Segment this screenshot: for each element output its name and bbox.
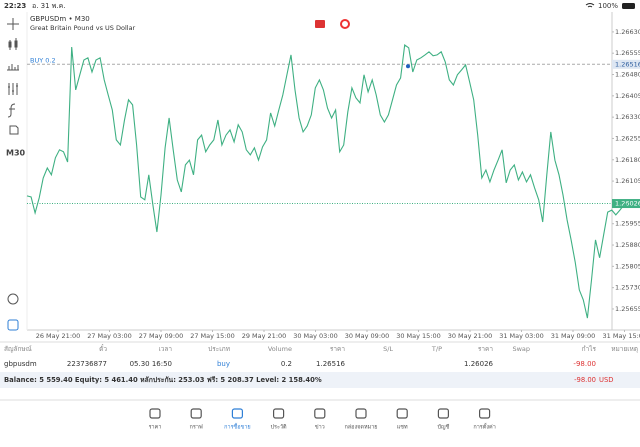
nav-icon[interactable] <box>149 408 161 419</box>
account-summary: Balance: 5 559.40 Equity: 5 461.40 หลักป… <box>4 376 322 384</box>
nav-label[interactable]: การซื้อขาย <box>224 423 250 431</box>
total-profit: -98.00 <box>574 376 596 384</box>
nav-label[interactable]: กราฟ <box>190 424 203 431</box>
nav-icon[interactable] <box>190 408 202 419</box>
cell-type: buy <box>217 360 230 368</box>
crosshair-tool[interactable] <box>7 18 19 30</box>
x-tick-label: 31 May 15:00 <box>603 332 640 340</box>
price-line <box>26 44 629 319</box>
clock-tool[interactable] <box>7 293 19 305</box>
flag-icon <box>340 19 350 29</box>
x-tick-label: 26 May 21:00 <box>36 332 81 340</box>
y-tick-label: 1.26555 <box>615 49 640 57</box>
column-header: ตั๋ว <box>99 344 107 353</box>
objects-tool[interactable] <box>9 125 19 135</box>
cell-symbol: gbpusdm <box>4 360 37 368</box>
nav-label[interactable]: ราคา <box>149 425 162 431</box>
column-header: กำไร <box>582 345 597 353</box>
timeframe[interactable]: M30 <box>6 149 26 158</box>
y-tick-label: 1.26480 <box>615 71 640 79</box>
nav-label[interactable]: กล่องจดหมาย <box>344 425 377 431</box>
current-price-box <box>612 199 640 209</box>
status-date: อ. 31 พ.ค. <box>32 2 66 10</box>
column-header: S/L <box>383 345 393 353</box>
column-header: Volume <box>268 345 292 353</box>
nav-icon[interactable] <box>314 408 326 419</box>
y-tick-label: 1.25730 <box>615 284 640 292</box>
y-tick-label: 1.26630 <box>615 28 640 36</box>
y-tick-label: 1.25805 <box>615 262 640 270</box>
buy-price-label: 1.26516 <box>615 60 640 68</box>
battery-text: 100% <box>598 2 618 10</box>
nav-icon[interactable] <box>273 408 285 419</box>
y-tick-label: 1.25955 <box>615 220 640 228</box>
cell-time: 05.30 16:50 <box>130 360 172 368</box>
indicators-tool[interactable] <box>8 83 18 95</box>
cell-ticket: 223736877 <box>67 360 107 368</box>
column-header: เวลา <box>158 345 172 353</box>
x-tick-label: 31 May 09:00 <box>551 332 596 340</box>
y-tick-label: 1.26255 <box>615 134 640 142</box>
x-tick-label: 30 May 15:00 <box>396 332 441 340</box>
nav-label[interactable]: บัญชี <box>437 424 449 431</box>
nav-icon[interactable] <box>231 408 243 419</box>
cell-open-price: 1.26516 <box>316 360 345 368</box>
y-tick-label: 1.26330 <box>615 113 640 121</box>
column-header: ราคา <box>478 345 493 353</box>
currency: USD <box>599 376 614 384</box>
nav-label[interactable]: แชท <box>397 424 408 431</box>
column-header: T/P <box>431 345 442 353</box>
symbol-description: Great Britain Pound vs US Dollar <box>30 24 136 32</box>
left-toolbar <box>7 18 19 331</box>
entry-marker <box>406 64 410 69</box>
nav-icon[interactable] <box>437 408 449 419</box>
buy-price-box <box>612 59 640 69</box>
x-tick-label: 30 May 09:00 <box>345 332 390 340</box>
wifi-icon <box>585 3 595 8</box>
cell-current-price: 1.26026 <box>464 360 493 368</box>
x-tick-label: 30 May 03:00 <box>293 332 338 340</box>
y-tick-label: 1.25880 <box>615 241 640 249</box>
nav-icon[interactable] <box>396 408 408 419</box>
x-tick-label: 27 May 03:00 <box>87 332 132 340</box>
buy-level-label: BUY 0.2 <box>30 56 56 64</box>
nav-label[interactable]: การตั้งค่า <box>473 423 495 431</box>
bars-tool[interactable] <box>7 64 19 71</box>
x-tick-label: 30 May 21:00 <box>448 332 493 340</box>
trade-tool[interactable] <box>7 319 19 331</box>
x-tick-label: 31 May 03:00 <box>499 332 544 340</box>
y-tick-label: 1.26180 <box>615 156 640 164</box>
y-tick-label: 1.25655 <box>615 305 640 313</box>
column-header: สัญลักษณ์ <box>4 345 32 353</box>
column-header: ราคา <box>330 345 345 353</box>
x-tick-label: 27 May 15:00 <box>190 332 235 340</box>
nav-label[interactable]: ประวัติ <box>271 424 287 431</box>
nav-icon[interactable] <box>355 408 367 419</box>
status-time: 22:23 <box>4 2 26 10</box>
symbol: GBPUSDm • M30 <box>30 15 90 23</box>
x-tick-label: 27 May 09:00 <box>139 332 184 340</box>
column-header: หมายเหตุ <box>611 345 638 353</box>
summary-row <box>0 372 640 388</box>
column-header: ประเภท <box>208 345 230 353</box>
column-header: Swap <box>512 345 530 353</box>
nav-icon[interactable] <box>479 408 491 419</box>
nav-label[interactable]: ข่าว <box>315 425 325 431</box>
x-tick-label: 29 May 21:00 <box>242 332 287 340</box>
battery-icon <box>622 3 635 9</box>
candle-tool[interactable] <box>8 38 18 50</box>
function-tool[interactable] <box>7 103 16 118</box>
cell-volume: 0.2 <box>281 360 292 368</box>
y-tick-label: 1.26405 <box>615 92 640 100</box>
y-tick-label: 1.26105 <box>615 177 640 185</box>
flag-icon <box>315 20 325 28</box>
cell-profit: -98.00 <box>573 360 596 368</box>
